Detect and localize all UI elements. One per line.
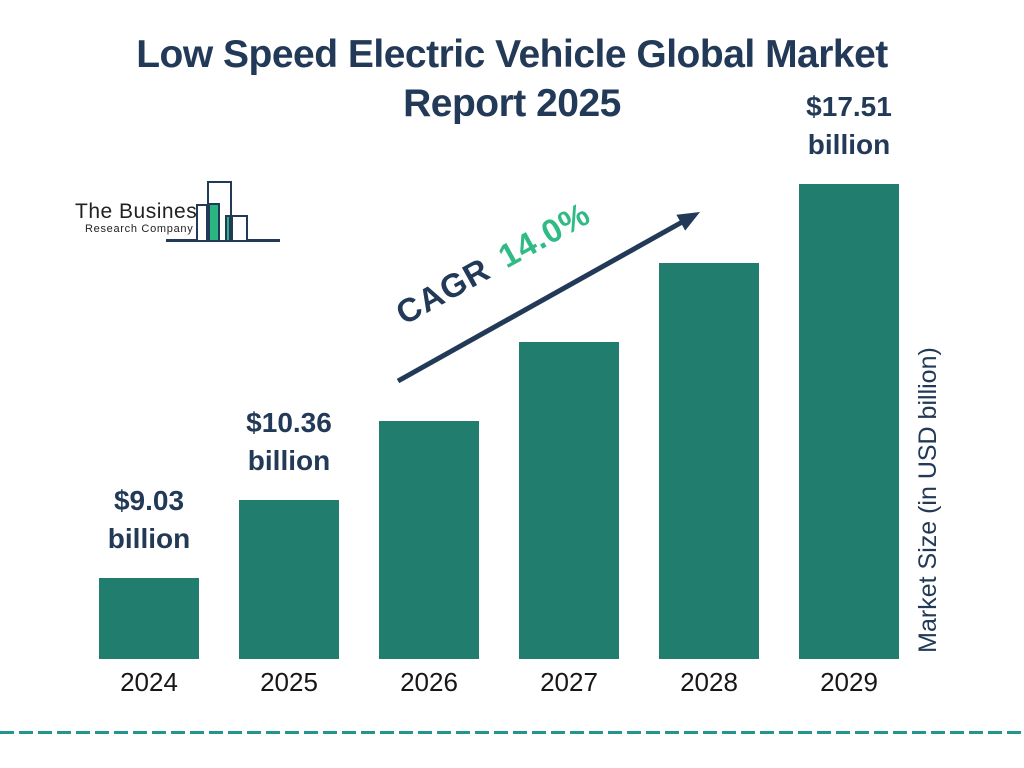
page-title: Low Speed Electric Vehicle Global Market… [0, 30, 1024, 128]
logo-right-outline-bar [231, 215, 248, 242]
bar-column-2025: $10.36 billion 2025 [239, 0, 339, 697]
year-label-2028: 2028 [680, 667, 738, 697]
logo-left-outline-bar [196, 204, 208, 242]
logo-small-green-bar [225, 215, 231, 242]
year-label-2024: 2024 [120, 667, 178, 697]
page-title-line-1: Low Speed Electric Vehicle Global Market [136, 33, 888, 76]
growth-arrow-icon [396, 212, 700, 384]
bar-2028 [659, 263, 759, 659]
page-title-line-2: Report 2025 [403, 82, 621, 125]
bar-2026 [379, 421, 479, 659]
bar-column-2026: 2026 [379, 0, 479, 697]
bar-value-label-2025: $10.36 billion [246, 407, 332, 476]
year-label-2029: 2029 [820, 667, 878, 697]
bar-column-2024: $9.03 billion 2024 [99, 0, 199, 697]
bar-column-2028: 2028 [659, 0, 759, 697]
bar-2025 [239, 500, 339, 659]
bar-column-2029: $17.51 billion 2029 [799, 0, 899, 697]
y-axis-label: Market Size (in USD billion) [914, 347, 942, 653]
bar-value-label-2029: $17.51 billion [806, 91, 892, 160]
logo-big-green-bar [208, 203, 220, 242]
year-label-2027: 2027 [540, 667, 598, 697]
year-label-2025: 2025 [260, 667, 318, 697]
bars: $9.03 billion 2024 $10.36 billion 2025 2026 202… [99, 0, 899, 697]
bar-2024 [99, 578, 199, 659]
year-label-2026: 2026 [400, 667, 458, 697]
bar-2027 [519, 342, 619, 659]
company-logo: The Business Research Company [75, 178, 287, 246]
logo-company-subname: Research Company [85, 223, 194, 235]
logo-company-name: The Business [75, 200, 209, 223]
bar-column-2027: 2027 [519, 0, 619, 697]
bar-2029 [799, 184, 899, 659]
bar-value-label-2024: $9.03 billion [107, 485, 191, 554]
bottom-dashed-divider [0, 731, 1024, 734]
